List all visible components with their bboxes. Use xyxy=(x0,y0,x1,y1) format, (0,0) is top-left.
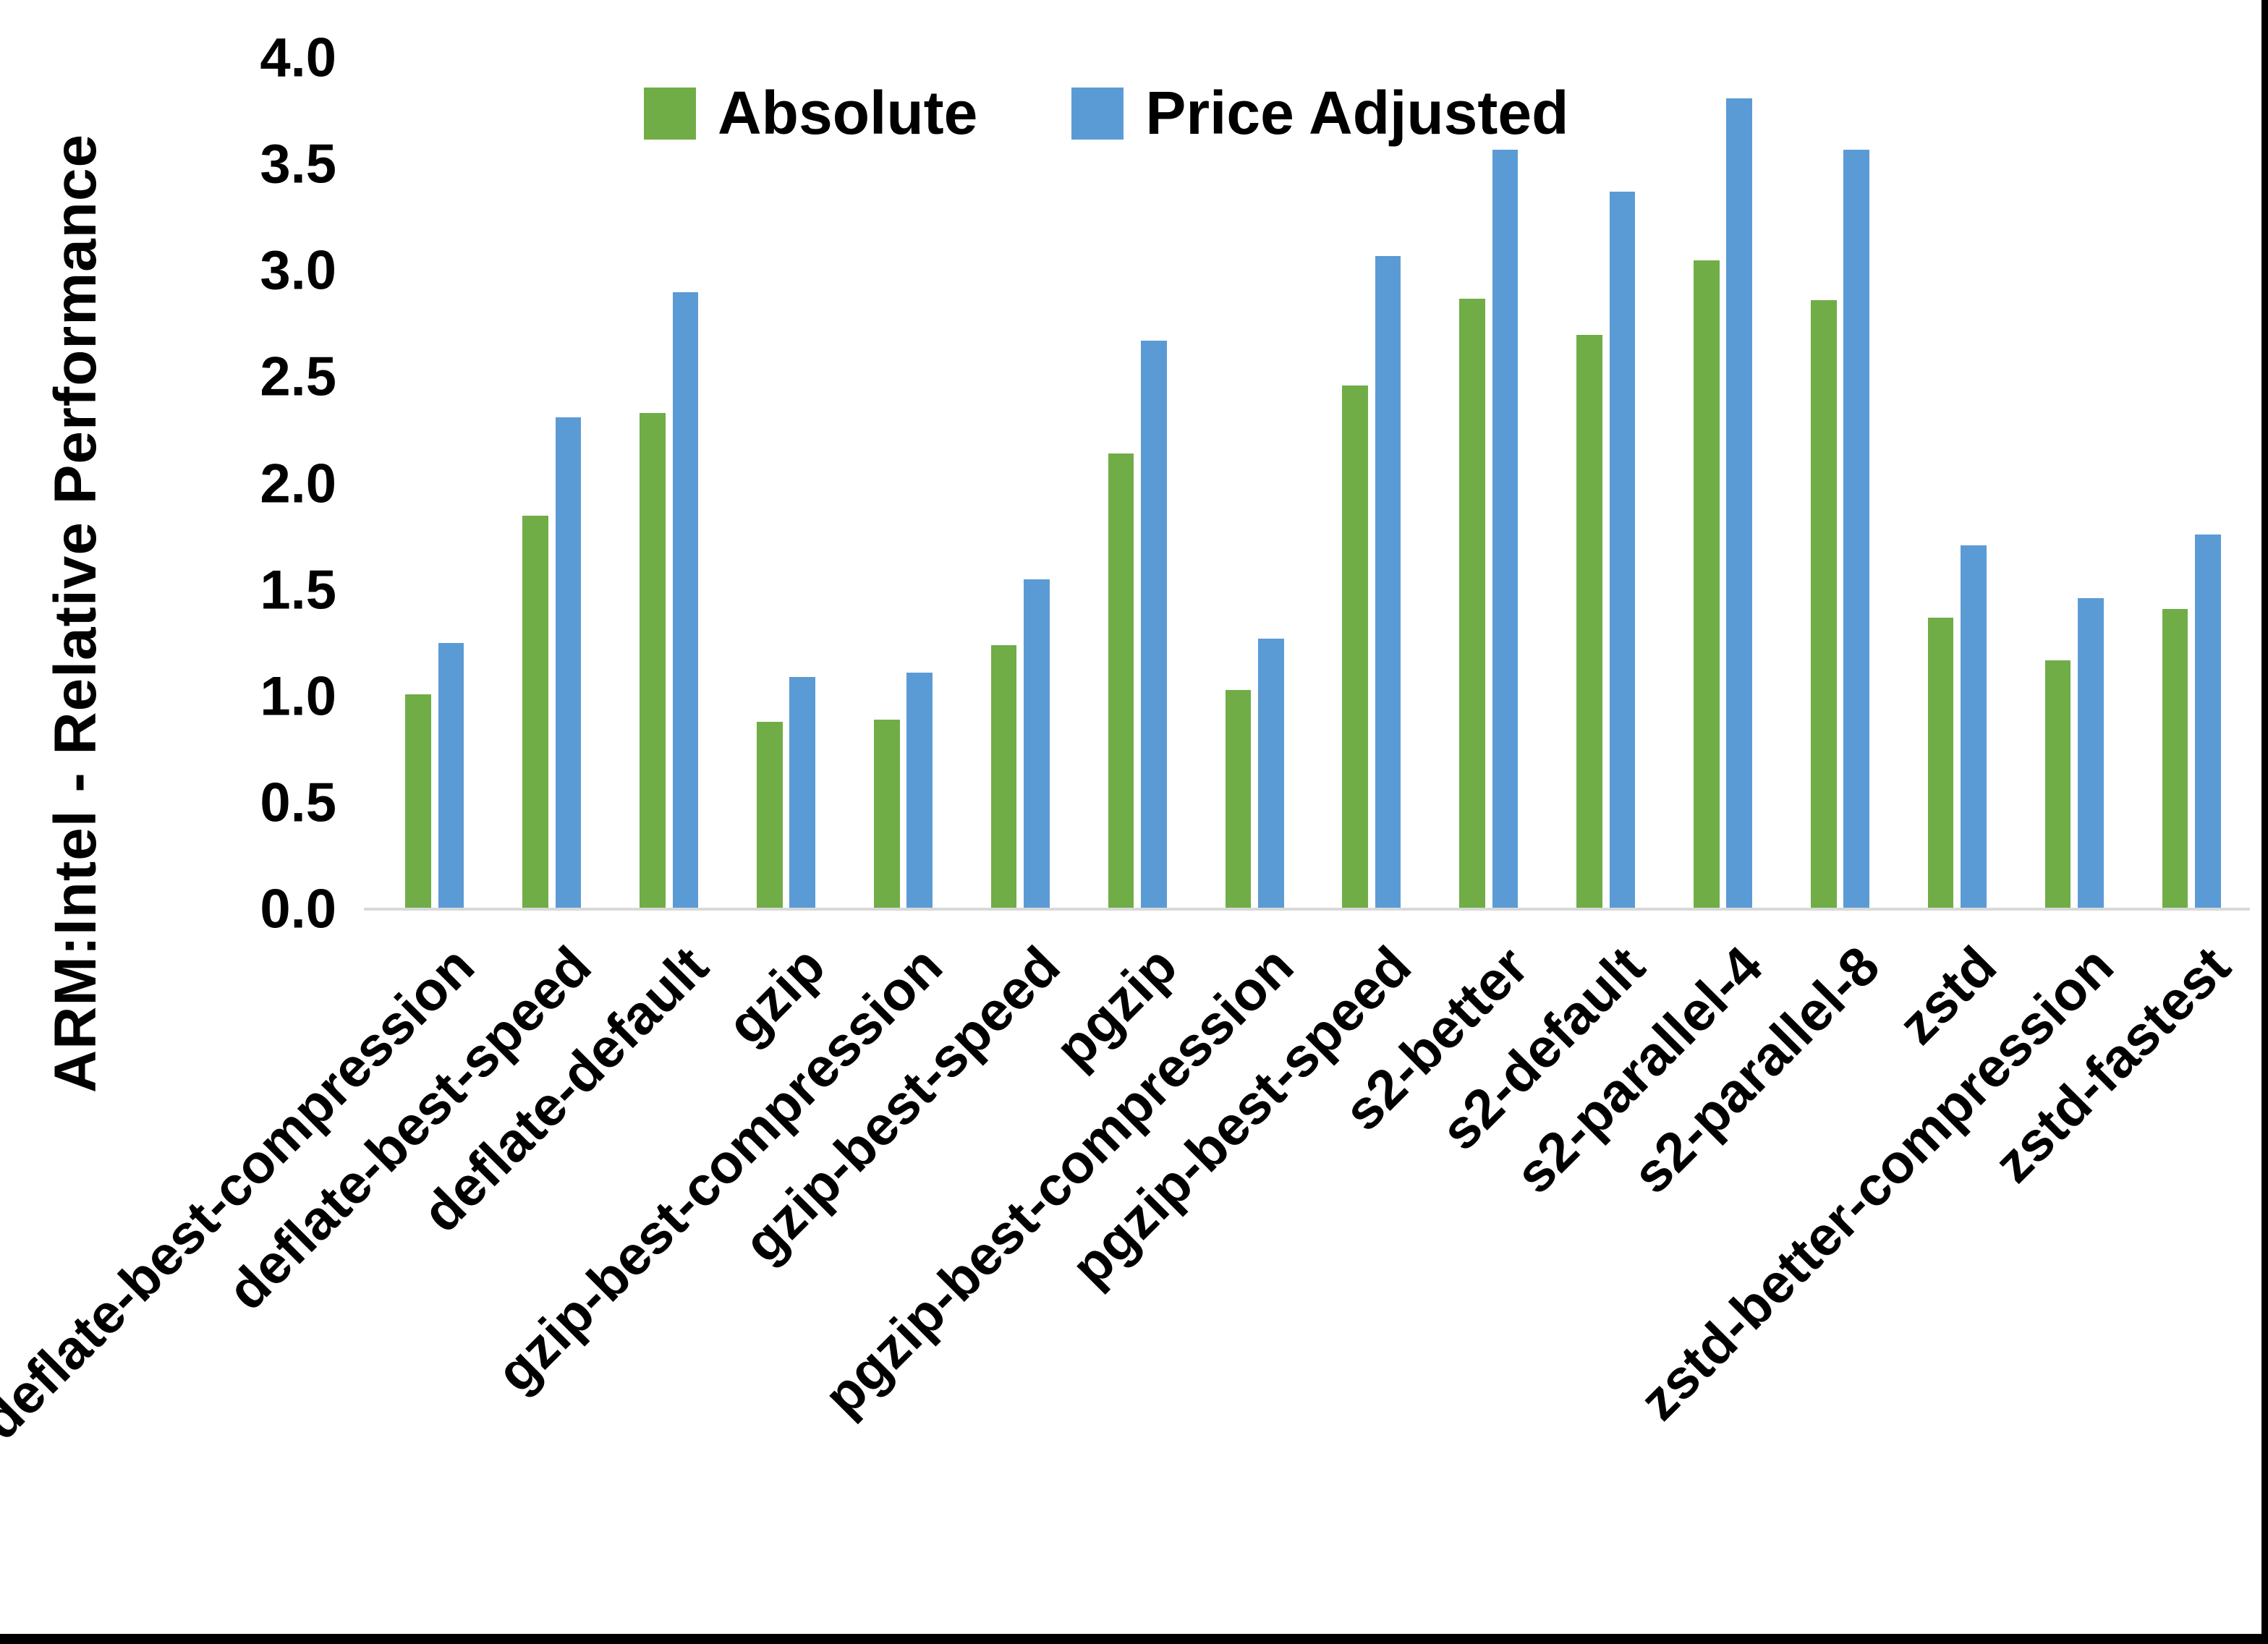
figure-border-right xyxy=(2261,0,2268,1644)
y-axis-title: ARM:Intel - Relative Performance xyxy=(43,133,109,1094)
bar-absolute-pgzip-best-compression xyxy=(1225,689,1252,909)
x-axis-line xyxy=(364,908,2250,911)
bar-absolute-s2-default xyxy=(1576,334,1602,909)
bar-absolute-s2-better xyxy=(1459,298,1485,909)
bar-absolute-deflate-default xyxy=(640,413,666,909)
bar-absolute-s2-parallel-8 xyxy=(1810,300,1837,909)
legend-label-absolute: Absolute xyxy=(718,79,978,147)
bar-absolute-zstd xyxy=(1927,617,1954,909)
bar-absolute-zstd-fastest xyxy=(2162,609,2188,909)
bar-absolute-gzip-best-speed xyxy=(990,645,1017,909)
legend-swatch-price-adjusted-icon xyxy=(1071,87,1124,140)
bar-price-adjusted-gzip-best-compression xyxy=(906,673,933,909)
bar-price-adjusted-gzip-best-speed xyxy=(1024,579,1050,909)
bar-absolute-gzip xyxy=(757,722,783,909)
legend-item-price-adjusted: Price Adjusted xyxy=(1071,78,1568,148)
y-tick-label: 3.0 xyxy=(260,239,336,302)
bar-price-adjusted-s2-default xyxy=(1609,192,1636,909)
figure-border-bottom xyxy=(0,1634,2268,1644)
bar-price-adjusted-zstd xyxy=(1961,545,1987,909)
bar-absolute-deflate-best-compression xyxy=(405,694,432,909)
bar-price-adjusted-pgzip xyxy=(1141,341,1167,909)
y-tick-label: 4.0 xyxy=(260,27,336,89)
bar-absolute-gzip-best-compression xyxy=(873,720,900,909)
legend-item-absolute: Absolute xyxy=(644,78,977,148)
legend: Absolute Price Adjusted xyxy=(644,78,1568,148)
bar-absolute-pgzip xyxy=(1108,453,1134,909)
y-tick-label: 1.5 xyxy=(260,559,336,621)
y-tick-label: 3.5 xyxy=(260,133,336,195)
bar-absolute-zstd-better-compression xyxy=(2044,660,2071,909)
bar-price-adjusted-pgzip-best-compression xyxy=(1257,639,1284,909)
y-tick-label: 2.0 xyxy=(260,453,336,514)
bar-absolute-pgzip-best-speed xyxy=(1342,386,1369,909)
bar-absolute-s2-parallel-4 xyxy=(1694,260,1720,909)
bar-price-adjusted-pgzip-best-speed xyxy=(1375,255,1401,909)
legend-swatch-absolute-icon xyxy=(644,87,696,140)
bar-price-adjusted-s2-better xyxy=(1492,149,1519,909)
bar-price-adjusted-zstd-better-compression xyxy=(2078,598,2104,909)
y-tick-label: 2.5 xyxy=(260,346,336,408)
bar-price-adjusted-deflate-best-compression xyxy=(438,643,464,909)
bar-price-adjusted-deflate-best-speed xyxy=(555,417,582,909)
bar-price-adjusted-gzip xyxy=(789,677,816,909)
bar-price-adjusted-zstd-fastest xyxy=(2194,534,2221,909)
plot-area xyxy=(376,58,2250,909)
y-tick-label: 0.0 xyxy=(260,878,336,940)
legend-label-price-adjusted: Price Adjusted xyxy=(1145,79,1569,147)
bar-price-adjusted-deflate-default xyxy=(672,291,699,909)
bar-absolute-deflate-best-speed xyxy=(522,515,548,909)
bar-price-adjusted-s2-parallel-8 xyxy=(1843,149,1869,909)
y-tick-label: 1.0 xyxy=(260,665,336,728)
bar-price-adjusted-s2-parallel-4 xyxy=(1726,98,1753,909)
y-tick-label: 0.5 xyxy=(260,772,336,834)
